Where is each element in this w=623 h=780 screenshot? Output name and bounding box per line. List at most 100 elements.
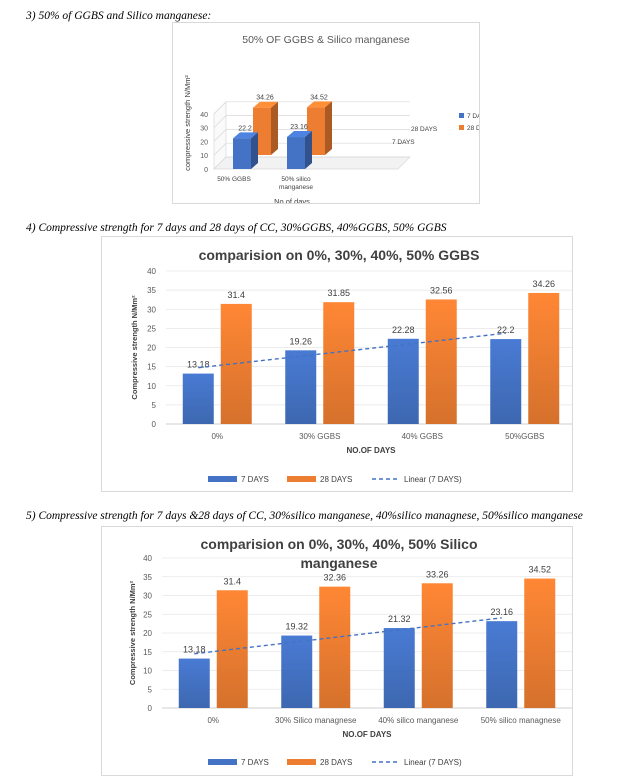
chart-2-data-label: 13.18: [187, 360, 210, 370]
chart-1-data-label: 22.2: [238, 125, 252, 132]
chart-1-data-label: 34.52: [310, 94, 328, 101]
chart-2-bar: [285, 350, 317, 424]
chart-1-depth-label: 7 DAYS: [392, 139, 415, 146]
chart-3-ytick-label: 25: [143, 610, 152, 619]
chart-1-legend-label: 28 DAYS: [467, 125, 479, 132]
chart-3-ytick-label: 40: [143, 554, 152, 563]
chart-1-gridline: [213, 142, 227, 156]
chart-2-bar: [528, 292, 560, 424]
chart-3-legend-label: 7 DAYS: [241, 758, 269, 767]
chart-2-ytick-label: 5: [152, 401, 157, 410]
chart-2-ytick-label: 25: [147, 324, 156, 333]
chart-3-ytick-label: 15: [143, 648, 152, 657]
chart-1-area: 0 10 20 30 40 50% OF GGBS & Silico manganese c…: [172, 22, 480, 204]
chart-1-title: 50% OF GGBS & Silico manganese: [242, 34, 410, 46]
chart-3-data-label: 31.4: [223, 576, 241, 586]
chart-2-data-label: 32.56: [430, 285, 453, 295]
chart-3-bar: [486, 621, 518, 708]
chart-2-ytick-label: 15: [147, 363, 156, 372]
chart-1-ytick-label: 0: [204, 167, 208, 174]
chart-1-bar: [287, 131, 312, 169]
chart-2-legend-label: Linear (7 DAYS): [404, 475, 462, 484]
chart-3-data-label: 34.52: [528, 565, 551, 575]
chart-2-ylabel: Compressive strength N/Mm²: [130, 295, 139, 400]
chart-1-gridline: [213, 129, 227, 142]
chart-3-data-label: 32.36: [323, 573, 346, 583]
chart-3-ytick-label: 10: [143, 667, 152, 676]
chart-2-ytick-label: 30: [147, 305, 156, 314]
chart-2-trendline: [198, 332, 506, 369]
chart-3-data-label: 33.26: [426, 569, 449, 579]
chart-1-depth-label: 28 DAYS: [411, 126, 438, 133]
chart-1-xlabel: No.of days: [274, 197, 310, 203]
chart-3-ytick-label: 5: [148, 685, 153, 694]
chart-3-bar: [281, 635, 313, 708]
chart-1-legend-label: 7 DAYS: [467, 113, 479, 120]
chart-3-ytick-label: 35: [143, 573, 152, 582]
chart-1-category-label: 50% silico: [281, 176, 311, 183]
chart-3-xlabel: NO.OF DAYS: [342, 730, 392, 739]
heading-chart-1: 3) 50% of GGBS and Silico manganese:: [26, 10, 212, 22]
chart-2-category-label: 0%: [211, 432, 223, 441]
chart-2-data-label: 31.85: [327, 288, 350, 298]
chart-3-category-label: 0%: [207, 716, 219, 725]
heading-chart-2: 4) Compressive strength for 7 days and 2…: [26, 222, 447, 234]
chart-1-ytick-label: 40: [200, 112, 208, 119]
chart-1-ylabel: compressive strength N/Mm²: [183, 75, 192, 171]
chart-3-legend-label: Linear (7 DAYS): [404, 758, 462, 767]
chart-2-ytick-label: 20: [147, 344, 156, 353]
chart-3-category-label: 30% Silico managnese: [275, 716, 357, 725]
chart-2-ytick-label: 40: [147, 267, 156, 276]
chart-2-legend-label: 7 DAYS: [241, 475, 269, 484]
chart-1-gridline: [213, 101, 227, 115]
chart-1-gridline: [213, 115, 227, 128]
chart-3-legend-label: 28 DAYS: [320, 758, 352, 767]
chart-1-ytick-label: 10: [200, 153, 208, 160]
chart-2-bar: [490, 339, 522, 424]
chart-2-data-label: 22.28: [392, 325, 415, 335]
chart-2-xlabel: NO.OF DAYS: [346, 446, 396, 455]
heading-chart-3: 5) Compressive strength for 7 days &28 d…: [26, 510, 583, 522]
chart-1-category-label: 50% GGBS: [217, 176, 251, 183]
chart-3-category-label: 40% silico manganese: [378, 716, 459, 725]
chart-2-data-label: 19.26: [289, 336, 312, 346]
chart-3-category-label: 50% silico managnese: [481, 716, 562, 725]
chart-2-bar: [323, 302, 355, 424]
chart-2-legend-swatch: [287, 476, 316, 482]
chart-2-bar: [387, 338, 419, 424]
chart-2-ytick-label: 35: [147, 286, 156, 295]
chart-2-title: comparision on 0%, 30%, 40%, 50% GGBS: [199, 247, 480, 263]
chart-1-category-label: manganese: [279, 184, 313, 191]
chart-2-bar: [425, 299, 457, 424]
chart-3-ytick-label: 0: [148, 704, 153, 713]
chart-2-area: comparision on 0%, 30%, 40%, 50% GGBS 0 5 1…: [101, 236, 573, 492]
chart-3-ytick-label: 20: [143, 629, 152, 638]
chart-1-gridline: [213, 156, 227, 170]
chart-2-category-label: 30% GGBS: [299, 432, 340, 441]
chart-2-data-label: 22.2: [497, 325, 515, 335]
chart-3-data-label: 23.16: [490, 607, 513, 617]
chart-3-data-label: 13.18: [183, 645, 206, 655]
chart-3-svg: comparision on 0%, 30%, 40%, 50% Silico m…: [128, 536, 572, 767]
chart-3-ytick-label: 30: [143, 592, 152, 601]
chart-1-legend-swatch: [459, 125, 464, 130]
chart-1-bar: [233, 132, 258, 169]
chart-3-bar: [524, 578, 556, 708]
chart-1-legend-swatch: [459, 113, 464, 118]
chart-3-title: manganese: [300, 555, 377, 571]
chart-2-category-label: 40% GGBS: [402, 432, 443, 441]
chart-1-data-label: 34.26: [256, 95, 274, 102]
chart-2-data-label: 34.26: [532, 279, 555, 289]
chart-2-bar: [182, 373, 214, 424]
chart-2-legend-swatch: [208, 476, 237, 482]
chart-3-data-label: 21.32: [388, 614, 411, 624]
chart-3-bar: [178, 658, 210, 708]
chart-3-bar: [421, 583, 453, 708]
chart-2-category-label: 50%GGBS: [505, 432, 544, 441]
chart-2-data-label: 31.4: [227, 290, 245, 300]
chart-3-data-label: 19.32: [285, 622, 308, 632]
chart-2-svg: comparision on 0%, 30%, 40%, 50% GGBS 0 5 1…: [130, 247, 572, 484]
chart-2-legend-label: 28 DAYS: [320, 475, 352, 484]
chart-1-ytick-label: 30: [200, 126, 208, 133]
chart-2-ytick-label: 10: [147, 382, 156, 391]
